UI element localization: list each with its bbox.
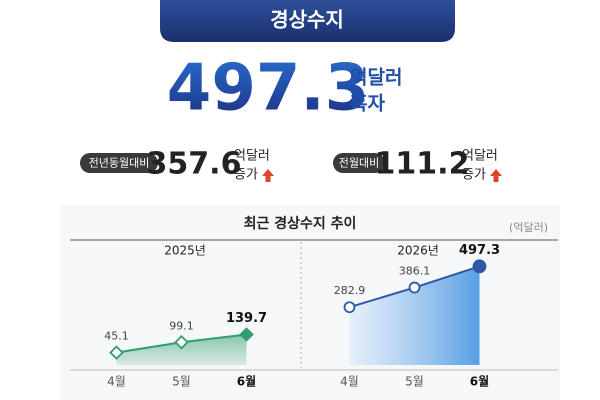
comparison-label: 전년동월대비 — [89, 157, 150, 170]
x-tick-label: 5월 — [172, 375, 191, 389]
comparison-unit: 억달러 — [234, 149, 270, 164]
chart-background — [60, 205, 560, 400]
up-arrow — [262, 169, 274, 182]
comparison-value: 357.6 — [147, 147, 242, 182]
data-label: 99.1 — [169, 319, 194, 332]
x-tick-label: 4월 — [107, 375, 126, 389]
comparison-change: 증가 — [234, 168, 258, 183]
x-tick-label: 4월 — [340, 375, 359, 389]
data-label: 386.1 — [399, 265, 431, 278]
comparison-label: 전월대비 — [339, 157, 379, 170]
headline-value: 497.3 — [167, 52, 369, 126]
marker — [109, 345, 124, 360]
x-tick-label: 5월 — [405, 375, 424, 389]
chart-unit: (억달러) — [509, 221, 548, 234]
comparison-unit: 억달러 — [462, 149, 498, 164]
area — [349, 266, 480, 365]
data-label: 139.7 — [226, 311, 267, 326]
charts: 2025년 45.1 4월 99.1 5월 139.7 6월 2026년 282.9 4월 386.… — [104, 243, 500, 389]
comparison-pill — [333, 153, 385, 173]
headline-status: 흑자 — [350, 92, 385, 115]
x-tick-label: 6월 — [470, 374, 489, 389]
panel-title: 2026년 — [397, 244, 439, 258]
marker — [174, 335, 189, 350]
comparison-value: 111.2 — [375, 147, 470, 182]
comparison-pill — [80, 153, 158, 173]
comparison-change: 증가 — [462, 168, 486, 183]
headline-unit: 억달러 — [350, 67, 402, 89]
marker — [472, 259, 487, 274]
x-tick-label: 6월 — [237, 374, 256, 389]
data-label: 497.3 — [459, 243, 500, 258]
chart-title: 최근 경상수지 추이 — [244, 215, 357, 232]
marker — [343, 301, 356, 314]
area — [116, 334, 247, 365]
header-title: 경상수지 — [270, 8, 344, 32]
marker — [408, 281, 421, 294]
panel-title: 2025년 — [164, 244, 206, 258]
data-label: 45.1 — [104, 330, 129, 343]
header-banner — [160, 0, 455, 42]
up-arrow — [490, 169, 502, 182]
data-label: 282.9 — [334, 284, 366, 297]
marker — [239, 327, 254, 342]
